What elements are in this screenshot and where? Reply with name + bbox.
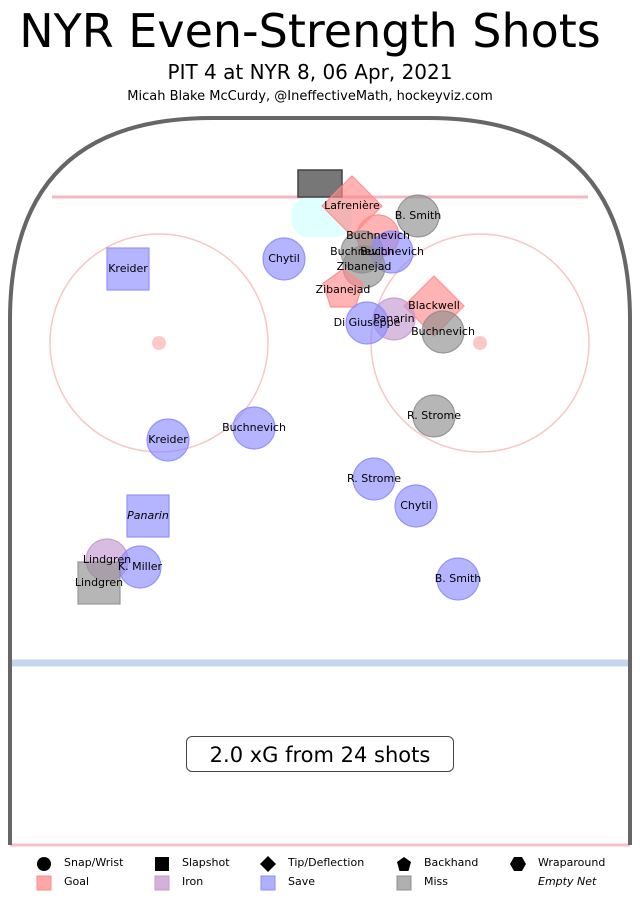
shot-label: B. Smith [435, 572, 482, 585]
shot-marker-miss-slap [77, 561, 121, 605]
shot-label: K. Miller [118, 560, 163, 573]
shot-marker-save-snap [146, 418, 190, 462]
shot-marker-save-snap [232, 406, 276, 450]
shot-label: Kreider [148, 433, 188, 446]
shot-marker-save-slap [126, 494, 170, 538]
legend-label-goal: Goal [64, 875, 90, 888]
shot-label: Blackwell [408, 299, 460, 312]
shot-label: Chytil [400, 499, 432, 512]
shot-label: Buchnevich [222, 421, 286, 434]
shot-label: B. Smith [395, 209, 442, 222]
shot-label: Buchnevich [411, 325, 475, 338]
shot-marker-miss-snap [412, 394, 456, 438]
shot-label: Zibanejad [316, 283, 371, 296]
shot-marker-save-snap [345, 301, 389, 345]
square-icon [154, 875, 170, 891]
chart-subtitle: PIT 4 at NYR 8, 06 Apr, 2021 [167, 60, 453, 84]
rink-markings [8, 116, 632, 847]
legend-label-iron: Iron [182, 875, 204, 888]
shot-label: Panarin [373, 312, 414, 325]
shot-marker-save-slap [106, 247, 150, 291]
shot-marker-save-snap [352, 457, 396, 501]
shot-marker-save-snap [394, 484, 438, 528]
boards [8, 116, 632, 845]
chart-title: NYR Even-Strength Shots [19, 4, 601, 58]
shot-label: Buchnevich [360, 245, 424, 258]
shot-marker-goal-backhand [322, 268, 364, 308]
square-icon [36, 875, 52, 891]
shot-label: Kreider [108, 262, 148, 275]
shot-label: Buchnevich [346, 229, 410, 242]
square-icon [155, 857, 169, 871]
legend-label-miss: Miss [424, 875, 449, 888]
diamond-icon [260, 856, 276, 872]
shot-label: Zibanejad [337, 260, 392, 273]
legend-label-empty-net: Empty Net [538, 875, 597, 888]
shot-label: Lindgren [75, 576, 123, 589]
shot-label: Buchnevich [330, 245, 394, 258]
hexagon-icon [510, 857, 526, 871]
legend-label-snap: Snap/Wrist [64, 856, 124, 869]
shot-label: Lindgren [83, 553, 131, 566]
faceoff-dot-left [152, 336, 166, 350]
shot-marker-save-snap [262, 237, 306, 281]
legend-label-slap: Slapshot [182, 856, 230, 869]
shot-label: Lafrenière [324, 199, 380, 212]
legend-label-save: Save [288, 875, 316, 888]
shot-marker-miss-snap [396, 194, 440, 238]
legend: Snap/Wrist Goal Slapshot Iron Tip/Deflec… [0, 852, 640, 902]
xg-summary-box: 2.0 xG from 24 shots [186, 736, 454, 772]
pentagon-icon [397, 857, 411, 871]
shot-marker-miss-snap [421, 310, 465, 354]
legend-label-wrap: Wraparound [538, 856, 606, 869]
square-icon [260, 875, 276, 891]
shot-label: Chytil [268, 252, 300, 265]
legend-label-tip: Tip/Deflection [288, 856, 365, 869]
faceoff-dot-right [473, 336, 487, 350]
circle-icon [37, 857, 51, 871]
chart-credit: Micah Blake McCurdy, @IneffectiveMath, h… [127, 89, 493, 104]
square-icon [396, 875, 412, 891]
legend-label-backhand: Backhand [424, 856, 479, 869]
shot-label: R. Strome [347, 472, 401, 485]
shot-label: Di Giuseppe [334, 316, 401, 329]
shot-label: Panarin [127, 509, 169, 522]
shot-marker-save-snap [436, 557, 480, 601]
shot-label: R. Strome [407, 409, 461, 422]
